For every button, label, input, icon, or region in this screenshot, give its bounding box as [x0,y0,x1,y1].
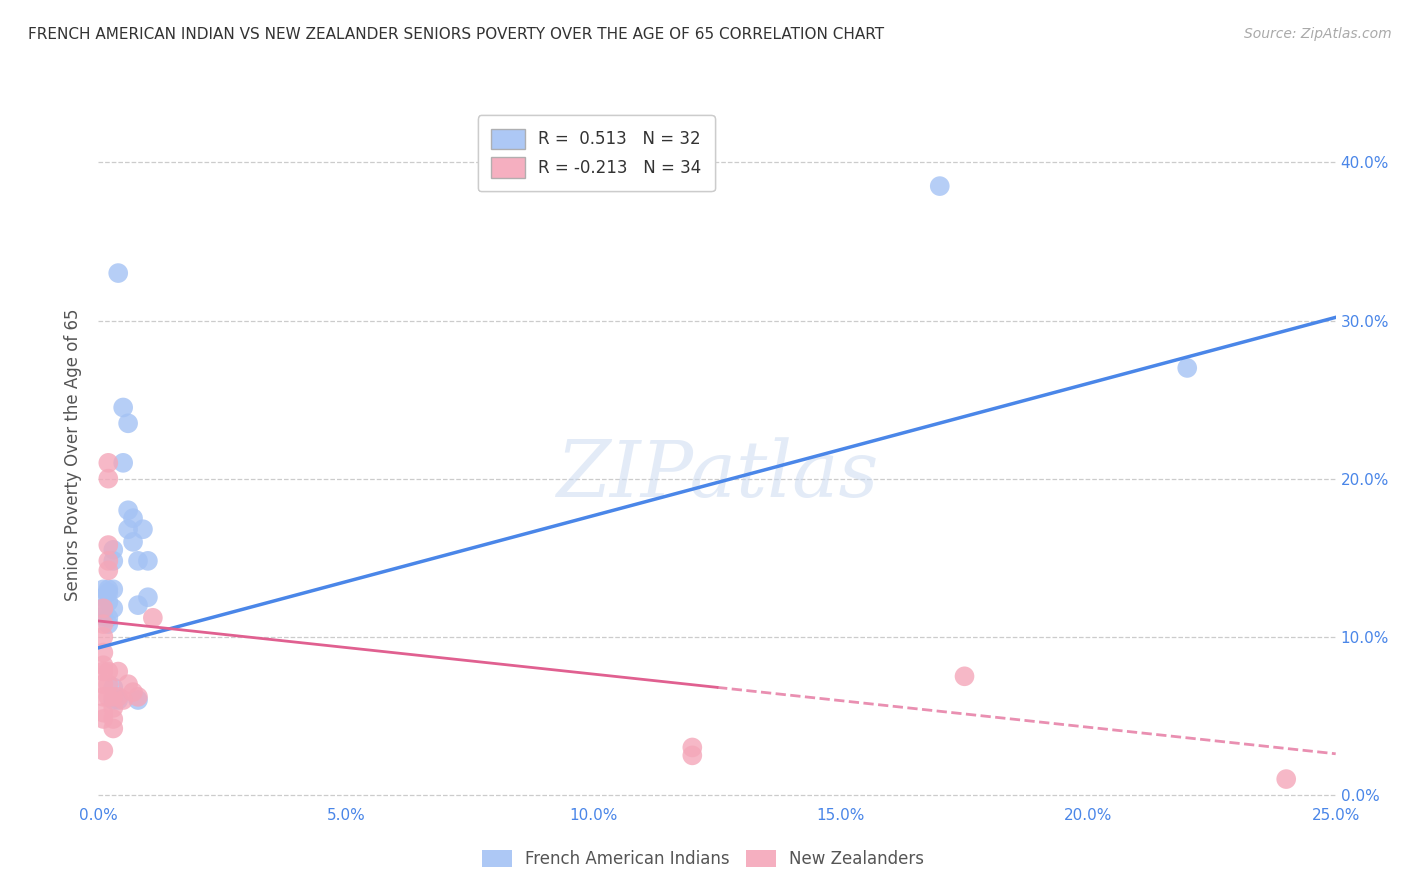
Point [103,701,125,715]
Point [953,669,976,683]
Point [93,601,115,615]
Point [103,681,125,695]
Point [117,677,139,691]
Point [97,677,120,691]
Point [127,554,149,568]
Point [97,554,120,568]
Legend: R =  0.513   N = 32, R = -0.213   N = 34: R = 0.513 N = 32, R = -0.213 N = 34 [478,115,714,191]
Legend: French American Indians, New Zealanders: French American Indians, New Zealanders [475,843,931,875]
Point [117,522,139,536]
Point [97,582,120,597]
Point [93,706,115,720]
Point [928,179,950,194]
Point [112,401,135,415]
Point [136,554,159,568]
Point [1175,360,1198,375]
Point [93,630,115,644]
Text: Source: ZipAtlas.com: Source: ZipAtlas.com [1244,27,1392,41]
Point [127,693,149,707]
Point [97,617,120,632]
Point [107,266,129,280]
Point [97,595,120,609]
Point [97,690,120,704]
Point [97,611,120,625]
Point [127,598,149,612]
Point [103,690,125,704]
Point [103,693,125,707]
Point [103,542,125,557]
Point [136,591,159,605]
Point [93,712,115,726]
Point [132,522,155,536]
Point [117,417,139,431]
Point [93,658,115,673]
Point [93,609,115,624]
Point [93,665,115,679]
Point [1275,772,1298,786]
Point [107,690,129,704]
Point [93,582,115,597]
Y-axis label: Seniors Poverty Over the Age of 65: Seniors Poverty Over the Age of 65 [65,309,83,601]
Point [681,740,703,755]
Text: ZIPatlas: ZIPatlas [555,438,879,514]
Point [122,534,145,549]
Point [93,601,115,615]
Point [97,538,120,552]
Point [103,712,125,726]
Point [103,722,125,736]
Point [122,685,145,699]
Point [97,472,120,486]
Text: FRENCH AMERICAN INDIAN VS NEW ZEALANDER SENIORS POVERTY OVER THE AGE OF 65 CORRE: FRENCH AMERICAN INDIAN VS NEW ZEALANDER … [28,27,884,42]
Point [122,511,145,525]
Point [97,585,120,599]
Point [93,744,115,758]
Point [97,456,120,470]
Point [681,748,703,763]
Point [93,617,115,632]
Point [103,554,125,568]
Point [112,693,135,707]
Point [93,646,115,660]
Point [103,582,125,597]
Point [93,677,115,691]
Point [107,693,129,707]
Point [93,591,115,605]
Point [117,503,139,517]
Point [107,665,129,679]
Point [142,611,165,625]
Point [103,601,125,615]
Point [127,690,149,704]
Point [93,690,115,704]
Point [97,665,120,679]
Point [112,456,135,470]
Point [97,563,120,577]
